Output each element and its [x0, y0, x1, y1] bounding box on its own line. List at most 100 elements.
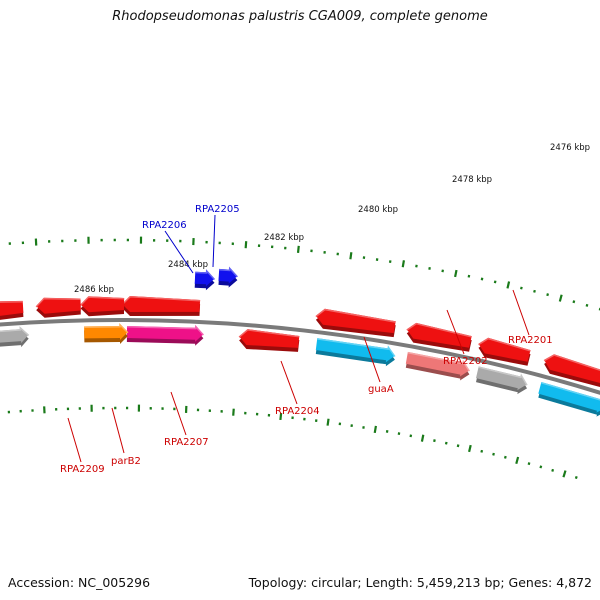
feature-layer	[0, 266, 600, 417]
gene-feature-rpa2203-misc[interactable]	[405, 351, 471, 381]
gene-feature-rpa2206[interactable]	[194, 269, 216, 291]
gene-feature-rpa2208[interactable]	[35, 297, 81, 318]
gene-feature-rpa2205-highlight	[219, 266, 238, 278]
gene-label-rpa2207[interactable]: RPA2207	[164, 437, 209, 448]
gene-feature-rpa2203[interactable]	[406, 322, 472, 352]
gene-feature-rpa2205[interactable]	[218, 266, 238, 288]
inner-ruler-major-tick	[515, 456, 520, 465]
label-leader-lines	[67, 214, 530, 463]
gene-feature-guaa[interactable]	[315, 308, 396, 338]
leader-line	[67, 417, 82, 463]
inner-ruler-major-tick	[420, 434, 425, 442]
gene-feature-rpa2208-highlight	[35, 297, 81, 308]
outer-ruler-minor-tick	[480, 277, 484, 281]
leader-line	[164, 230, 194, 274]
gene-feature-parb2[interactable]	[80, 296, 125, 317]
gene-feature-rpa2204[interactable]	[238, 329, 300, 352]
gene-labels: RPA2201 RPA2202 guaA RPA2204 RPA2205 RPA…	[60, 204, 553, 475]
gene-feature-rpa2201-cds[interactable]	[538, 382, 600, 417]
gene-label-rpa2209[interactable]: RPA2209	[60, 464, 105, 475]
gene-feature-rpa2201-cds-highlight	[541, 382, 600, 401]
ruler-label-2476: 2476 kbp	[550, 143, 590, 153]
leader-line	[446, 309, 465, 355]
ruler-label-2478: 2478 kbp	[452, 175, 492, 185]
gene-feature-parb2-highlight	[80, 296, 125, 306]
outer-ruler-major-tick	[244, 241, 248, 249]
gene-feature-guaa-cds-highlight	[317, 338, 396, 357]
gene-label-rpa2202[interactable]: RPA2202	[443, 356, 488, 367]
leader-line	[170, 391, 187, 436]
gene-feature-rpa2202[interactable]	[478, 337, 531, 366]
outer-ruler-minor-tick	[546, 293, 550, 297]
gene-feature-rpa2207-cds-body	[126, 325, 204, 342]
outer-ruler-major-tick	[558, 294, 563, 302]
inner-ruler-minor-tick	[574, 476, 578, 480]
gene-feature-rpa2201-cds-body	[538, 382, 600, 413]
genome-backbone	[0, 318, 600, 395]
leader-line	[212, 214, 216, 268]
gene-feature-rpa2209[interactable]	[0, 300, 24, 322]
inner-ruler-minor-tick	[492, 452, 495, 456]
gene-feature-rpa2204-body	[239, 329, 300, 348]
ruler-labels: 2476 kbp 2478 kbp 2480 kbp 2482 kbp 2484…	[74, 143, 590, 295]
gene-feature-rpa2207[interactable]	[121, 296, 201, 316]
gene-feature-rpa2202-region-body	[476, 366, 527, 391]
outer-ruler-minor-tick	[585, 303, 589, 307]
outer-ruler-minor-tick	[533, 289, 536, 293]
gene-feature-guaa-cds[interactable]	[315, 338, 396, 367]
gene-feature-parb2-cds-body	[84, 324, 128, 340]
gene-feature-guaa-highlight	[315, 308, 396, 323]
inner-ruler	[7, 404, 578, 480]
inner-ruler-minor-tick	[433, 439, 436, 443]
gene-feature-guaa-cds-body	[315, 338, 395, 363]
gene-feature-rpa2204-highlight	[238, 329, 300, 338]
gene-feature-rpa2203-highlight	[406, 322, 472, 338]
gene-feature-rpa2202-region[interactable]	[476, 366, 528, 395]
genome-title: Rhodopseudomonas palustris CGA009, compl…	[112, 9, 488, 24]
inner-ruler-minor-tick	[444, 441, 448, 445]
gene-label-parb2[interactable]: parB2	[111, 456, 141, 467]
gene-feature-rpa2203-misc-highlight	[407, 351, 471, 372]
outer-ruler-major-tick	[454, 269, 458, 278]
outer-ruler-major-tick	[349, 252, 353, 260]
inner-ruler-minor-tick	[527, 462, 531, 466]
gene-feature-guaa-body	[315, 308, 396, 334]
inner-ruler-minor-tick	[539, 465, 543, 469]
gene-feature-rpa2209-highlight	[0, 300, 23, 303]
outer-ruler-major-tick	[401, 260, 406, 268]
outer-ruler-major-tick	[506, 281, 511, 289]
gene-feature-parb2-cds-highlight	[84, 322, 129, 334]
gene-label-rpa2204[interactable]: RPA2204	[275, 406, 320, 417]
ruler-label-2486: 2486 kbp	[74, 285, 114, 295]
gene-label-rpa2205[interactable]: RPA2205	[195, 204, 240, 215]
outer-ruler-major-tick	[296, 245, 300, 253]
gene-feature-rpa2209-body	[0, 300, 24, 316]
inner-ruler-major-tick	[326, 418, 330, 426]
outer-ruler-minor-tick	[467, 274, 471, 278]
leader-line	[280, 360, 298, 405]
gene-feature-rpa2203-misc-body	[405, 351, 470, 377]
inner-ruler-major-tick	[279, 412, 283, 421]
inner-ruler-minor-tick	[551, 468, 555, 472]
gene-feature-parb2-cds[interactable]	[84, 322, 129, 344]
inner-ruler-major-tick	[468, 444, 472, 453]
gene-label-guaa[interactable]: guaA	[368, 384, 394, 395]
gene-feature-rpa2207-cds-highlight	[126, 324, 204, 336]
gene-label-rpa2206[interactable]: RPA2206	[142, 220, 187, 231]
leader-line	[111, 407, 125, 454]
inner-ruler-minor-tick	[456, 444, 460, 448]
gene-feature-rpa2202-region-highlight	[478, 366, 528, 386]
gene-feature-parb2-body	[80, 296, 125, 313]
gene-label-rpa2201[interactable]: RPA2201	[508, 335, 553, 346]
gene-feature-rpa2203-body	[406, 322, 472, 348]
ruler-label-2482: 2482 kbp	[264, 233, 304, 243]
gene-feature-rpa2206-highlight	[195, 269, 216, 281]
gene-feature-rpa2207-cds[interactable]	[126, 324, 204, 346]
gene-feature-rpa2201[interactable]	[543, 354, 600, 390]
gene-feature-rpa2209-region[interactable]	[0, 326, 30, 348]
gene-feature-rpa2207-highlight	[121, 296, 201, 306]
leader-line	[363, 336, 381, 383]
leader-line	[512, 289, 530, 336]
